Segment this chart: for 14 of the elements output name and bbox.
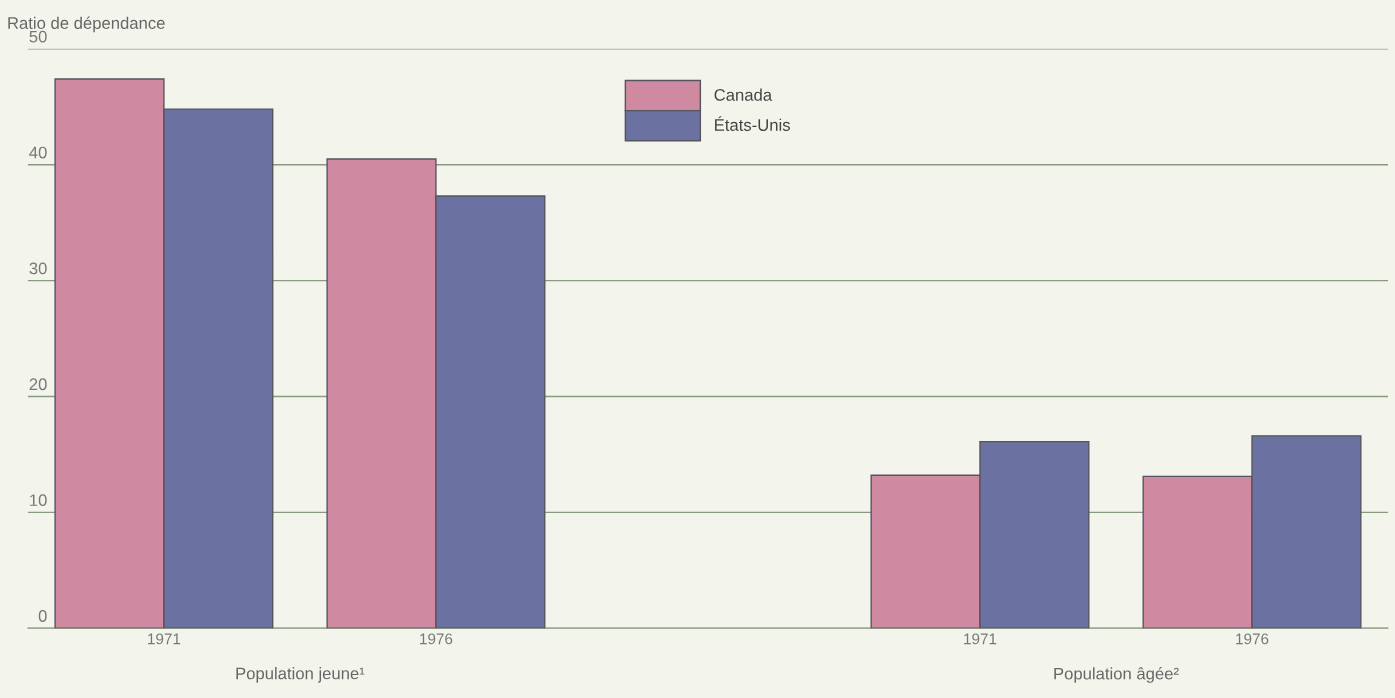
x-tick-label: 1971 [964, 633, 997, 645]
y-tick-label: 30 [29, 262, 47, 275]
legend-label: États-Unis [715, 116, 790, 131]
legend-label: Canada [714, 88, 773, 101]
x-tick-label: 1976 [420, 633, 453, 645]
text: Population âgée² [1054, 667, 1179, 683]
y-tick-label: 40 [29, 146, 47, 159]
y-tick-label: 20 [29, 378, 47, 391]
x-tick-label: 1976 [1236, 633, 1269, 645]
y-tick-label: 50 [29, 30, 47, 43]
y-tick-label: 0 [38, 610, 47, 622]
y-tick-label: 10 [30, 494, 47, 507]
text: Population jeune¹ [236, 667, 365, 683]
x-tick-label: 1971 [148, 633, 181, 645]
